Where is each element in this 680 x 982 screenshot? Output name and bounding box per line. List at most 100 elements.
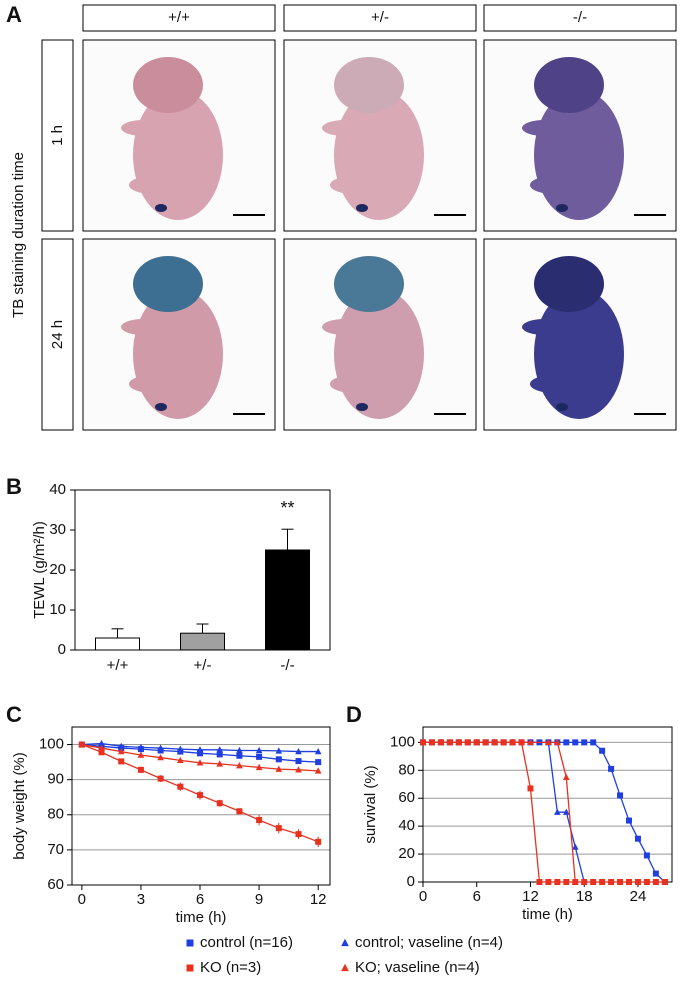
data-point xyxy=(545,879,552,885)
y-tick-label: 100 xyxy=(39,736,64,753)
data-point xyxy=(464,739,471,746)
data-point xyxy=(295,758,302,765)
plot-frame xyxy=(71,726,331,886)
data-point xyxy=(617,792,624,799)
data-point xyxy=(599,879,606,885)
data-point xyxy=(118,758,125,765)
data-point xyxy=(196,746,204,753)
data-point xyxy=(275,765,283,772)
row-axis-label: TB staining duration time xyxy=(10,152,27,318)
data-point xyxy=(256,817,263,824)
data-point xyxy=(554,738,561,746)
legend-label: control; vaseline (n=4) xyxy=(355,934,503,951)
data-point xyxy=(196,759,204,766)
panel-label: D xyxy=(346,702,362,727)
data-point xyxy=(236,746,243,754)
data-point xyxy=(98,744,105,751)
x-axis-label: time (h) xyxy=(176,909,227,926)
data-point xyxy=(117,747,125,755)
data-point xyxy=(652,879,659,885)
x-tick-label: 6 xyxy=(196,891,204,908)
data-point xyxy=(157,753,164,761)
row-header: 24 h xyxy=(49,320,66,349)
pup-arm xyxy=(522,120,566,136)
data-point xyxy=(137,743,145,751)
data-point xyxy=(256,753,263,760)
data-point xyxy=(216,760,224,767)
data-point xyxy=(78,740,86,748)
bar xyxy=(95,637,140,651)
panel-label: A xyxy=(6,2,22,27)
pup-leg xyxy=(330,176,378,194)
pup-arm xyxy=(322,319,366,335)
data-point xyxy=(437,739,444,746)
row-header-box xyxy=(41,39,74,232)
pup-tail xyxy=(155,403,167,411)
data-point xyxy=(527,785,534,792)
data-point xyxy=(295,747,302,755)
y-tick-label: 60 xyxy=(398,789,415,806)
x-tick-label: 12 xyxy=(310,891,327,908)
data-point xyxy=(236,808,243,815)
data-point xyxy=(177,745,184,752)
x-tick-label: 6 xyxy=(473,888,481,905)
data-point xyxy=(563,879,570,885)
data-point xyxy=(428,739,435,746)
pup-head xyxy=(334,57,404,113)
data-point xyxy=(216,746,224,753)
data-point xyxy=(216,800,223,807)
bar xyxy=(180,632,225,651)
pup-arm xyxy=(121,120,165,136)
pup-tail xyxy=(556,204,568,212)
data-point xyxy=(295,831,302,838)
bar xyxy=(265,549,310,651)
y-tick-label: 40 xyxy=(49,481,66,498)
data-point xyxy=(275,756,282,763)
data-point xyxy=(563,808,570,815)
pup-tail xyxy=(155,204,167,212)
data-point xyxy=(216,751,223,758)
data-point xyxy=(157,775,164,782)
data-point xyxy=(236,752,243,759)
row-header: 1 h xyxy=(49,125,66,146)
pup-arm xyxy=(322,120,366,136)
legend-marker xyxy=(186,939,194,947)
y-tick-label: 70 xyxy=(47,841,64,858)
x-tick-label: 0 xyxy=(419,888,427,905)
y-axis-label: TEWL (g/m²/h) xyxy=(31,521,48,619)
x-tick-label: -/- xyxy=(280,657,294,674)
pup-leg xyxy=(530,176,578,194)
x-tick-label: +/- xyxy=(194,657,212,674)
x-tick-label: 12 xyxy=(522,888,539,905)
data-point xyxy=(420,739,426,746)
data-point xyxy=(295,766,302,773)
legend-marker xyxy=(341,938,349,947)
plot-frame xyxy=(422,726,673,883)
data-point xyxy=(137,766,144,773)
series-line xyxy=(423,741,665,883)
data-point xyxy=(554,808,561,815)
data-point xyxy=(643,852,650,859)
y-axis-label: body weight (%) xyxy=(11,752,28,860)
data-point xyxy=(482,739,489,746)
y-tick-label: 80 xyxy=(47,806,64,823)
data-point xyxy=(455,739,462,746)
y-tick-label: 0 xyxy=(407,873,415,890)
significance: ** xyxy=(280,498,294,518)
y-tick-label: 20 xyxy=(49,561,66,578)
y-tick-label: 30 xyxy=(49,521,66,538)
legend-label: KO (n=3) xyxy=(200,959,261,976)
pup-head xyxy=(133,57,203,113)
data-point xyxy=(608,765,615,772)
data-point xyxy=(626,817,633,824)
data-point xyxy=(500,739,507,746)
data-point xyxy=(554,879,561,885)
data-point xyxy=(527,738,534,746)
legend-marker xyxy=(186,964,194,972)
x-tick-label: +/+ xyxy=(107,657,129,674)
data-point xyxy=(581,879,588,885)
data-point xyxy=(599,747,606,754)
data-point xyxy=(545,738,552,746)
legend-label: KO; vaseline (n=4) xyxy=(355,959,480,976)
column-header-box xyxy=(483,4,677,32)
